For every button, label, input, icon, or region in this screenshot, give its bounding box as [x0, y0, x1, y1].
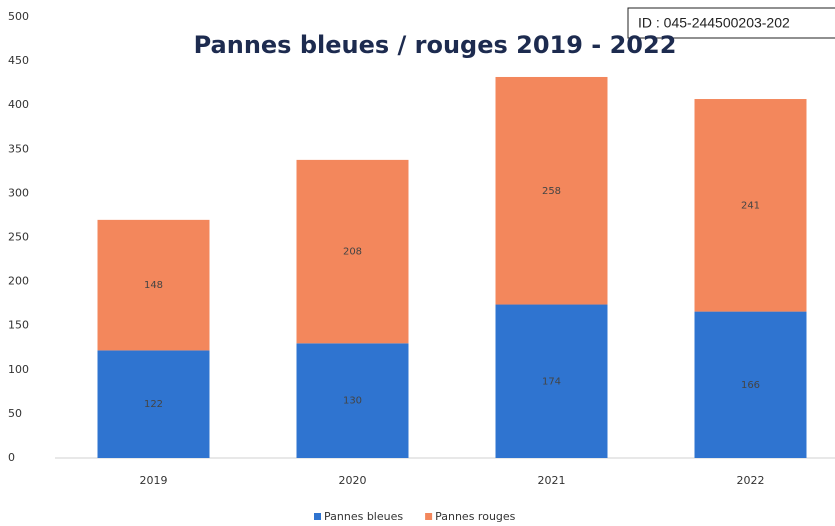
- value-label: 241: [741, 200, 760, 211]
- bar-segment: [694, 311, 807, 458]
- annotation: ID : 045-244500203-202: [638, 15, 790, 31]
- x-tick-label: 2022: [737, 474, 765, 487]
- x-tick-label: 2020: [339, 474, 367, 487]
- legend-swatch: [314, 513, 321, 520]
- y-tick-label: 500: [8, 10, 29, 23]
- y-tick-label: 150: [8, 319, 29, 332]
- x-tick-label: 2021: [538, 474, 566, 487]
- y-tick-label: 0: [8, 451, 15, 464]
- value-label: 208: [343, 247, 362, 258]
- bar-segment: [97, 219, 210, 351]
- bar-segment: [694, 99, 807, 312]
- value-label: 122: [144, 399, 163, 410]
- y-tick-label: 350: [8, 142, 29, 155]
- y-tick-label: 400: [8, 98, 29, 111]
- value-label: 174: [542, 376, 561, 387]
- bar-segment: [97, 350, 210, 458]
- bar-segment: [296, 343, 409, 458]
- y-tick-label: 200: [8, 275, 29, 288]
- y-tick-label: 100: [8, 363, 29, 376]
- value-label: 166: [741, 380, 760, 391]
- y-tick-label: 50: [8, 407, 22, 420]
- value-label: 130: [343, 396, 362, 407]
- y-tick-label: 300: [8, 186, 29, 199]
- bar-segment: [296, 159, 409, 344]
- value-label: 148: [144, 280, 163, 291]
- y-tick-label: 250: [8, 231, 29, 244]
- legend-label: Pannes rouges: [435, 510, 516, 523]
- legend-swatch: [425, 513, 433, 520]
- annotation-box: [627, 7, 835, 39]
- x-tick-label: 2019: [140, 474, 168, 487]
- value-label: 258: [542, 186, 561, 197]
- bar-segment: [495, 76, 608, 305]
- bar-segment: [495, 304, 608, 458]
- chart-title: Pannes bleues / rouges 2019 - 2022: [194, 31, 677, 59]
- y-tick-label: 450: [8, 54, 29, 67]
- legend-label: Pannes bleues: [324, 510, 403, 523]
